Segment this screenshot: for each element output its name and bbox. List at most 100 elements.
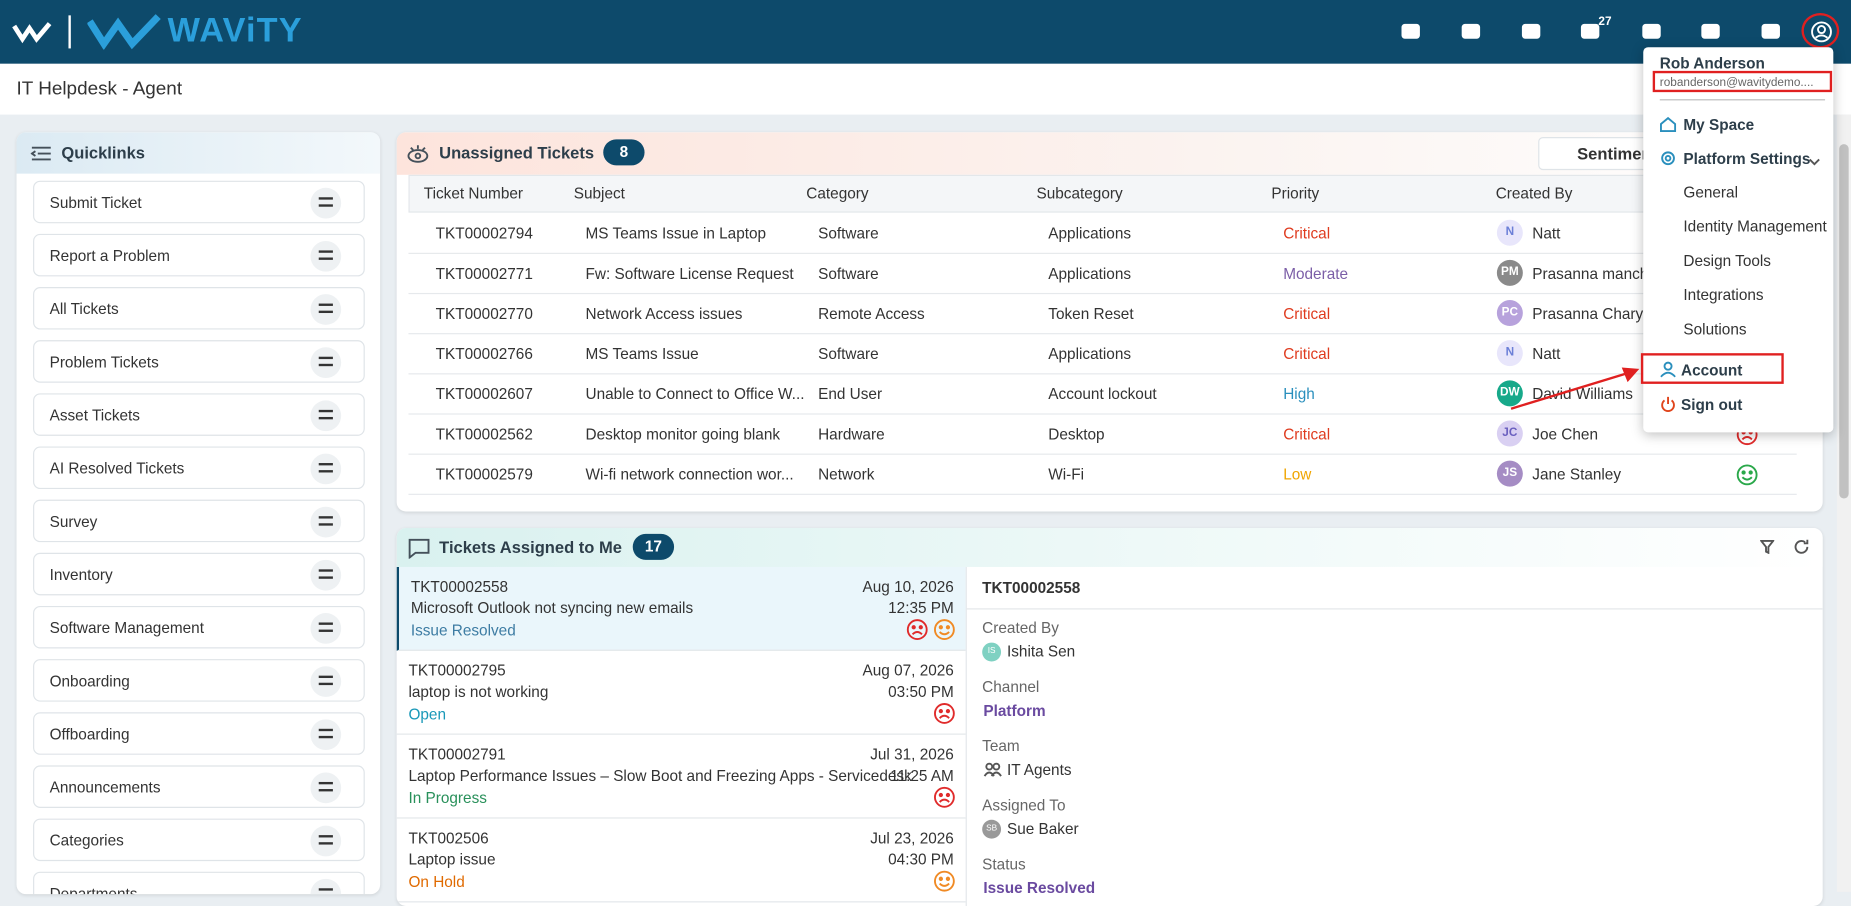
- icon-part: [1741, 470, 1746, 475]
- assigned-item[interactable]: TKT00002795 Aug 07, 2026 laptop is not wor…: [396, 651, 966, 735]
- ticket-row[interactable]: TKT00002579 Wi-fi network connection wor.…: [408, 455, 1797, 495]
- glyph: [318, 463, 333, 473]
- quicklink-item[interactable]: Software Management: [33, 605, 365, 649]
- header-icon[interactable]: [1400, 21, 1421, 46]
- icon-part: [945, 792, 951, 798]
- column-header: Category: [806, 184, 869, 202]
- ticket-id: TKT00002795: [408, 661, 506, 680]
- icon-part: [1660, 361, 1676, 378]
- quicklink-icon: [310, 613, 342, 644]
- icon-part: [939, 714, 950, 719]
- assigned-count: 17: [632, 533, 675, 560]
- assigned-item[interactable]: TKT002506 Jul 23, 2026 Laptop issue 04:30 P…: [396, 819, 966, 903]
- icon-part: [1736, 464, 1758, 486]
- column-header: Created By: [1495, 184, 1573, 202]
- unassigned-count: 8: [603, 139, 645, 166]
- quicklink-item[interactable]: Asset Tickets: [33, 393, 365, 436]
- quicklink-item[interactable]: Inventory: [33, 552, 365, 596]
- icon-part: [1748, 470, 1753, 475]
- refresh-icon[interactable]: [1793, 539, 1810, 559]
- quicklink-label: Onboarding: [49, 672, 130, 690]
- header-icon[interactable]: [1460, 21, 1481, 46]
- glyph: [318, 888, 333, 895]
- sentiment-face: [933, 869, 957, 896]
- icon-part: [983, 771, 1002, 777]
- sentiment-face: [1735, 463, 1759, 490]
- quicklink-label: Software Management: [49, 618, 204, 637]
- quicklink-icon: [310, 240, 342, 272]
- menu-item[interactable]: Account: [1643, 358, 1833, 384]
- quicklink-item[interactable]: Onboarding: [33, 659, 365, 702]
- created-by: Jane Stanley: [1532, 465, 1622, 484]
- icon-part: [30, 146, 51, 161]
- quicklink-item[interactable]: Problem Tickets: [33, 340, 365, 383]
- icon-part: [934, 870, 955, 892]
- quicklink-item[interactable]: AI Resolved Tickets: [33, 446, 365, 490]
- ticket-date: Jul 23, 2026: [870, 829, 954, 847]
- ticket-row[interactable]: TKT00002607 Unable to Connect to Office W…: [408, 374, 1797, 415]
- quicklink-item[interactable]: Departments: [33, 871, 365, 895]
- created-by: Prasanna manchir: [1532, 264, 1657, 283]
- assigned-item[interactable]: TKT00002558 Aug 10, 2026 Microsoft Outlook…: [396, 566, 966, 651]
- header-icon[interactable]: [1700, 21, 1721, 46]
- menu-subitem[interactable]: General: [1683, 183, 1738, 201]
- priority: Critical: [1283, 425, 1331, 443]
- icon-part: [1761, 23, 1780, 39]
- header-icon[interactable]: [1760, 21, 1781, 46]
- menu-subitem[interactable]: Integrations: [1683, 285, 1764, 304]
- header-icon[interactable]: [1641, 21, 1662, 46]
- avatar: JC: [1496, 420, 1523, 447]
- priority: High: [1283, 385, 1315, 403]
- sentiment-face: [905, 618, 929, 645]
- cell: TKT00002771: [435, 264, 533, 283]
- menu-subitem[interactable]: Solutions: [1683, 320, 1747, 338]
- menu-label: Sign out: [1681, 395, 1743, 414]
- quicklink-item[interactable]: Categories: [33, 818, 365, 862]
- ticket-row[interactable]: TKT00002766 MS Teams Issue Software Applica…: [408, 334, 1797, 375]
- quicklink-label: Report a Problem: [49, 246, 170, 265]
- menu-item[interactable]: Sign out: [1643, 392, 1833, 418]
- icon-part: [407, 149, 429, 163]
- column-header: Priority: [1271, 184, 1320, 202]
- top-bar: [0, 0, 1851, 64]
- filter-icon[interactable]: [1759, 540, 1776, 558]
- quicklink-label: All Tickets: [49, 300, 119, 318]
- icon-part: [1759, 540, 1776, 555]
- quicklink-item[interactable]: Offboarding: [33, 712, 365, 755]
- detail-id: TKT00002558: [982, 578, 1081, 597]
- header-icon[interactable]: [1520, 21, 1541, 46]
- quicklink-item[interactable]: All Tickets: [33, 287, 365, 330]
- quicklink-item[interactable]: Submit Ticket: [33, 180, 365, 224]
- avatar: JS: [1496, 460, 1523, 487]
- icon-part: [1663, 361, 1673, 371]
- ticket-row[interactable]: TKT00002794 MS Teams Issue in Laptop Softw…: [408, 214, 1797, 254]
- menu-item[interactable]: Platform Settings: [1643, 146, 1833, 172]
- quicklink-item[interactable]: Survey: [33, 499, 365, 543]
- quicklink-item[interactable]: Report a Problem: [33, 233, 365, 277]
- icon-part: [407, 145, 429, 163]
- ticket-row[interactable]: TKT00002562 Desktop monitor going blank Ha…: [408, 415, 1797, 455]
- chevron: [1809, 152, 1821, 170]
- field-value: Sue Baker: [1006, 819, 1079, 838]
- ticket-row[interactable]: TKT00002770 Network Access issues Remote A…: [408, 294, 1797, 335]
- table-header: [408, 174, 1797, 213]
- ticket-id: TKT00002558: [410, 577, 509, 596]
- field-label: Status: [982, 855, 1026, 873]
- field-avatar: IS: [982, 642, 1002, 662]
- header-icon[interactable]: [1580, 21, 1601, 46]
- glyph: [318, 569, 333, 579]
- quicklink-icon: [310, 825, 342, 857]
- quicklink-item[interactable]: Announcements: [33, 765, 365, 808]
- quicklink-icon: [310, 666, 342, 697]
- assigned-item[interactable]: TKT00002791 Jul 31, 2026 Laptop Performanc…: [396, 735, 966, 819]
- icon-part: [86, 14, 161, 51]
- menu-item[interactable]: My Space: [1643, 112, 1833, 138]
- menu-subitem[interactable]: Design Tools: [1683, 251, 1771, 270]
- cell: Wi-fi network connection wor...: [585, 465, 794, 484]
- annotation-circle: [1801, 12, 1840, 49]
- priority: Low: [1283, 465, 1312, 484]
- menu-subitem[interactable]: Identity Management: [1683, 217, 1827, 236]
- ticket-time: 11:25 AM: [890, 766, 954, 785]
- ticket-row[interactable]: TKT00002771 Fw: Software License Request S…: [408, 254, 1797, 295]
